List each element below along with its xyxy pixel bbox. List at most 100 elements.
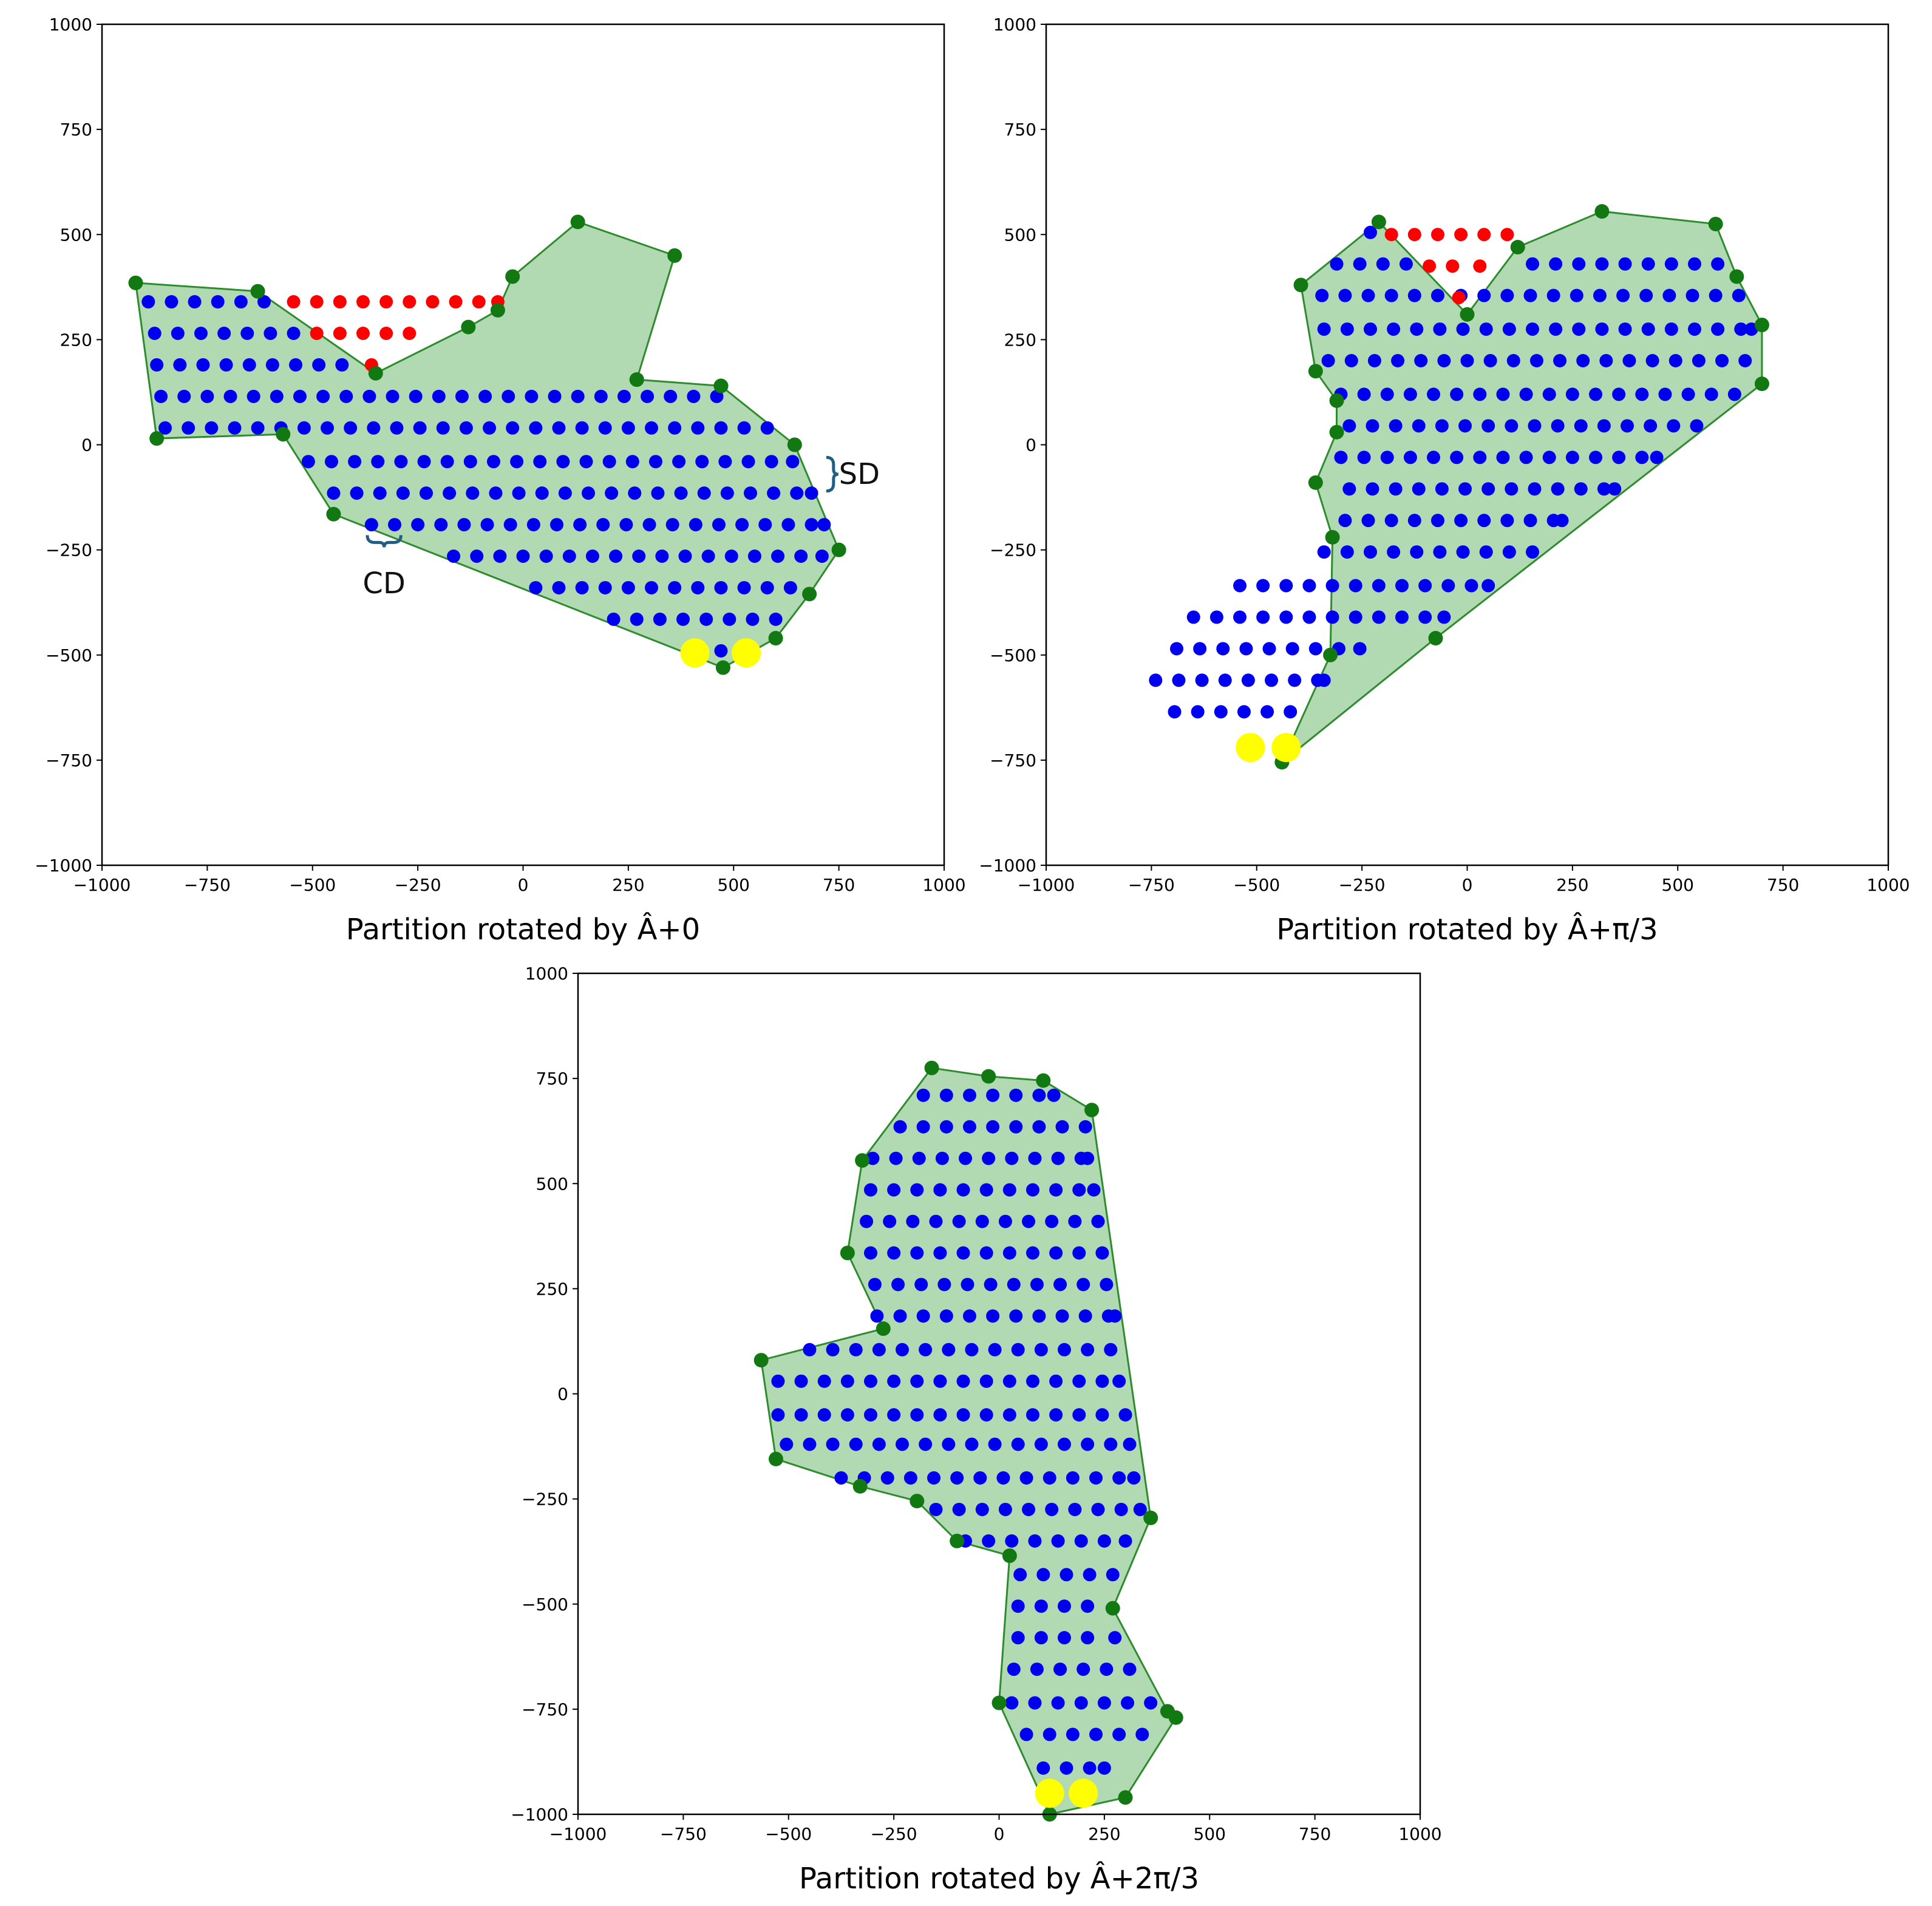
interior-point <box>1399 257 1413 271</box>
interior-point <box>794 1374 808 1388</box>
interior-point <box>939 1120 953 1134</box>
interior-point <box>549 518 563 532</box>
interior-point <box>1034 1437 1048 1451</box>
polygon-vertex <box>950 1533 965 1548</box>
polygon-vertex <box>1754 318 1769 333</box>
interior-point <box>1553 354 1567 367</box>
polygon-vertex <box>128 275 143 290</box>
interior-point <box>1738 354 1752 367</box>
interior-point <box>1433 322 1447 336</box>
interior-point <box>1034 1343 1048 1356</box>
interior-point <box>735 518 749 532</box>
interior-point <box>219 358 233 372</box>
interior-point <box>1572 322 1586 336</box>
interior-point <box>1108 1309 1122 1323</box>
interior-point <box>849 1437 863 1451</box>
interior-point <box>1667 419 1681 433</box>
interior-point <box>1384 288 1398 302</box>
polygon-vertex <box>876 1321 891 1336</box>
interior-point <box>655 550 669 563</box>
interior-point <box>701 550 715 563</box>
x-tick-label: −250 <box>871 1824 917 1844</box>
polygon-vertex <box>1143 1510 1158 1525</box>
interior-point <box>327 486 341 500</box>
interior-point <box>1285 642 1299 656</box>
start-point <box>1035 1778 1064 1808</box>
uncovered-point <box>310 295 324 309</box>
interior-point <box>1121 1696 1135 1710</box>
interior-point <box>893 1309 907 1323</box>
interior-point <box>605 486 619 500</box>
interior-point <box>1057 1631 1071 1645</box>
interior-point <box>1342 482 1356 496</box>
interior-point <box>817 1408 831 1422</box>
interior-point <box>335 358 349 372</box>
interior-point <box>1066 1727 1080 1741</box>
interior-point <box>1057 1437 1071 1451</box>
interior-point <box>764 455 778 469</box>
interior-point <box>1357 451 1371 465</box>
interior-point <box>1233 579 1247 593</box>
interior-point <box>1481 482 1495 496</box>
interior-point <box>746 612 760 626</box>
interior-point <box>1321 354 1335 367</box>
x-tick-label: 250 <box>1088 1824 1120 1844</box>
interior-point <box>1361 514 1375 528</box>
interior-point <box>1523 288 1537 302</box>
interior-point <box>887 1183 901 1197</box>
interior-point <box>1570 288 1583 302</box>
interior-point <box>986 1309 1000 1323</box>
interior-point <box>573 518 587 532</box>
interior-point <box>1662 288 1676 302</box>
polygon-vertex <box>667 248 682 263</box>
interior-point <box>1427 387 1441 401</box>
interior-point <box>962 1309 976 1323</box>
interior-point <box>1565 387 1579 401</box>
interior-point <box>171 326 185 340</box>
polygon-vertex <box>1754 376 1769 392</box>
interior-point <box>1005 1534 1019 1548</box>
interior-point <box>1664 322 1678 336</box>
interior-point <box>1437 354 1451 367</box>
y-tick-label: −250 <box>990 540 1036 560</box>
interior-point <box>1410 322 1424 336</box>
interior-point <box>1525 545 1539 559</box>
interior-point <box>1149 673 1163 687</box>
interior-point <box>664 389 678 403</box>
interior-point <box>942 1343 956 1356</box>
interior-point <box>217 326 231 340</box>
interior-point <box>1077 1278 1090 1292</box>
interior-point <box>668 421 682 435</box>
interior-point <box>419 486 433 500</box>
interior-point <box>1529 354 1543 367</box>
polygon-vertex <box>570 214 585 230</box>
interior-point <box>1112 1727 1126 1741</box>
polygon-vertex <box>768 631 783 646</box>
interior-point <box>1007 1278 1021 1292</box>
interior-point <box>674 486 688 500</box>
interior-point <box>1612 451 1626 465</box>
interior-point <box>535 486 549 500</box>
interior-point <box>512 486 526 500</box>
interior-point <box>455 389 469 403</box>
interior-point <box>1009 1309 1023 1323</box>
y-tick-label: 0 <box>81 435 92 455</box>
interior-point <box>1168 705 1182 719</box>
interior-point <box>1135 1727 1149 1741</box>
interior-point <box>1418 579 1432 593</box>
interior-point <box>632 550 646 563</box>
interior-point <box>1030 1278 1044 1292</box>
interior-point <box>548 389 562 403</box>
interior-point <box>1635 387 1649 401</box>
interior-point <box>489 486 503 500</box>
interior-point <box>1502 545 1516 559</box>
interior-point <box>1256 579 1270 593</box>
interior-point <box>1551 482 1565 496</box>
interior-point <box>1045 1214 1059 1228</box>
interior-point <box>895 1437 909 1451</box>
interior-point <box>1284 705 1298 719</box>
polygon-vertex <box>924 1060 939 1075</box>
polygon-vertex <box>1002 1548 1017 1564</box>
interior-point <box>1218 673 1232 687</box>
interior-point <box>803 1437 817 1451</box>
